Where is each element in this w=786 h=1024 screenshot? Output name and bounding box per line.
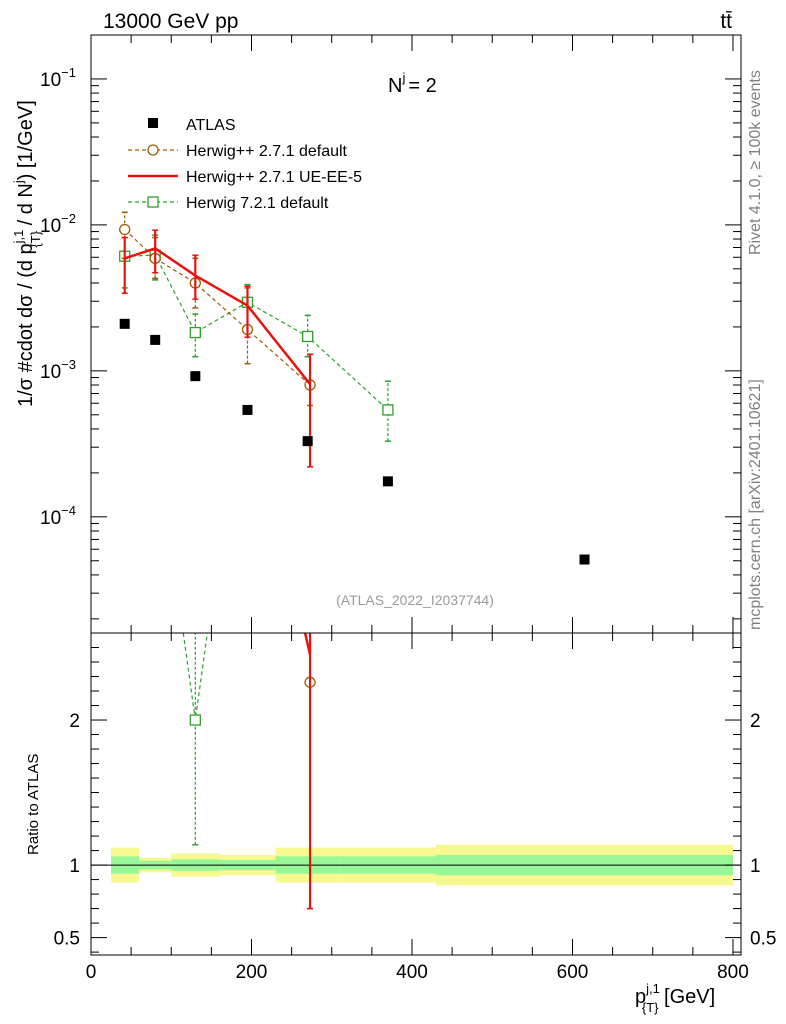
ratio-tick-label-right: 1 [750,856,761,877]
data-point-hw721 [382,404,394,416]
y-tick-label: 10−3 [40,357,76,383]
upper-plot: 10−1 10−2 10−3 10−4 Nj = 2 (ATLAS_2022_I2037… [11,34,742,634]
data-point-atlas [302,436,313,447]
data-point-hw271def [119,223,131,236]
ratio-line-hw271ue [303,632,312,656]
legend-label-hw271def: Herwig++ 2.7.1 default [186,143,348,160]
process-label: tt̄ [720,10,732,33]
data-point-atlas [119,318,130,329]
series-line-hw721 [124,254,389,411]
data-point-hw721 [302,330,314,343]
ratio-point-hw721 [189,714,201,726]
ratio-y-axis-label: Ratio to ATLAS [25,754,42,855]
x-axis-label: pj,1 {T} [GeV] [635,981,715,1015]
ratio-plot: 0.5 0.5 1 1 2 2 Ratio to ATLAS [25,632,776,956]
legend-label-hw721: Herwig 7.2.1 default [186,195,329,212]
data-point-atlas [382,476,393,487]
x-tick-label: 0 [86,962,97,983]
data-point-atlas [242,404,253,415]
ratio-tick-label-right: 2 [750,711,761,732]
plot-title: Nj = 2 [388,70,437,97]
y-tick-label: 10−1 [40,65,76,91]
series-line-hw271ue [124,247,312,386]
legend-marker-hw721 [147,196,159,208]
x-tick-label: 600 [557,962,589,983]
legend-label-hw271ue: Herwig++ 2.7.1 UE-EE-5 [186,169,362,186]
energy-label: 13000 GeV pp [103,10,238,33]
ratio-tick-label-left: 1 [69,856,80,877]
ratio-frame [90,632,742,956]
rivet-label: Rivet 4.1.0, ≥ 100k events [747,70,764,255]
analysis-label: (ATLAS_2022_I2037744) [336,592,494,608]
data-point-hw721 [189,326,201,339]
x-tick-label: 400 [396,962,428,983]
legend-label-atlas: ATLAS [186,117,236,134]
data-point-atlas [579,554,590,565]
ratio-tick-label-left: 2 [69,711,80,732]
legend-marker-atlas [148,118,158,128]
y-axis-label: 1/σ #cdot dσ / (d pj,1 {T} / d Nj) [1/GeV… [11,100,43,407]
ratio-tick-label-left: 0.5 [54,929,80,950]
data-point-atlas [150,334,161,345]
mcplots-label: mcplots.cern.ch [arXiv:2401.10621] [747,379,764,630]
x-tick-label: 800 [717,962,749,983]
legend-marker-hw271def [147,144,159,156]
data-point-atlas [190,371,201,382]
x-tick-label: 200 [236,962,268,983]
y-tick-label: 10−4 [40,503,76,529]
y-tick-label: 10−2 [40,211,76,237]
ratio-tick-label-right: 0.5 [750,929,776,950]
legend: ATLAS Herwig++ 2.7.1 default Herwig++ 2.… [128,117,362,212]
